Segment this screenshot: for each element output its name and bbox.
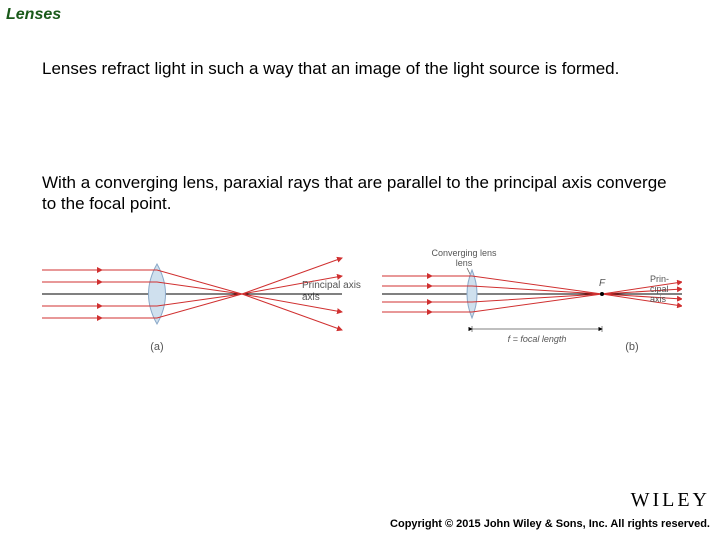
lens-icon: [467, 270, 477, 318]
lens-label: Converging lens: [431, 248, 497, 258]
svg-text:axis: axis: [302, 292, 320, 303]
principal-axis-label-b: Prin-: [650, 274, 669, 284]
panel-tag-b: (b): [625, 341, 638, 353]
svg-text:lens: lens: [456, 258, 473, 268]
svg-text:cipal: cipal: [650, 284, 669, 294]
intro-paragraph: Lenses refract light in such a way that …: [42, 58, 672, 79]
converging-paragraph: With a converging lens, paraxial rays th…: [42, 172, 672, 215]
focal-point-label: F: [599, 278, 606, 289]
wiley-logo: WILEY: [631, 489, 710, 512]
panel-tag-a: (a): [150, 341, 163, 353]
lens-diagrams: Principal axis axis (a) Converging lens …: [42, 248, 682, 368]
focal-length-label: f = focal length: [508, 334, 567, 344]
copyright-text: Copyright © 2015 John Wiley & Sons, Inc.…: [390, 518, 710, 530]
diagram-panel-a: Principal axis axis (a): [42, 258, 361, 353]
page-title: Lenses: [6, 6, 61, 24]
focal-point-icon: [600, 292, 604, 296]
diagram-panel-b: Converging lens lens F Prin- cipal axis …: [382, 248, 682, 353]
principal-axis-label-a: Principal axis: [302, 280, 361, 291]
lens-icon: [149, 264, 166, 324]
svg-text:axis: axis: [650, 294, 667, 304]
